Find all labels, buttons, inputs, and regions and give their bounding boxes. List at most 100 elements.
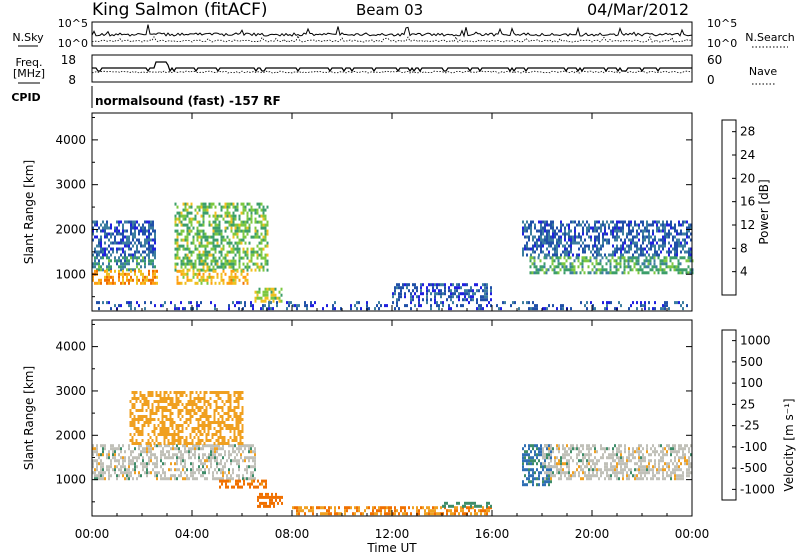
data-cell [653,271,656,275]
data-cell [204,250,207,254]
data-cell [398,298,400,302]
data-cell [322,506,324,510]
data-cell [664,226,666,230]
data-cell [410,512,412,516]
data-cell [149,409,152,412]
data-cell [652,244,654,248]
data-cell [122,241,124,245]
data-cell [167,433,170,436]
data-cell [234,272,237,276]
data-cell [556,471,558,475]
data-cell [689,268,692,272]
data-cell [662,477,664,481]
data-cell [179,394,182,397]
data-cell [144,232,146,236]
data-cell [610,468,612,472]
data-cell [528,468,530,472]
data-cell [552,471,554,475]
data-cell [199,424,202,427]
data-cell [152,275,154,279]
data-cell [106,220,108,224]
data-cell [241,424,244,427]
data-cell [256,296,259,300]
data-cell [637,259,640,263]
data-cell [658,220,660,224]
data-cell [388,512,390,516]
data-cell [328,506,330,510]
data-cell [265,501,267,505]
data-cell [175,433,178,436]
data-cell [264,214,267,218]
data-cell [235,427,238,430]
data-cell [114,465,116,469]
data-cell [175,427,178,430]
data-cell [534,453,536,457]
data-cell [238,238,241,242]
data-cell [190,278,193,282]
data-cell [564,232,566,236]
data-cell [428,283,430,287]
data-cell [104,229,106,233]
data-cell [590,301,592,305]
data-cell [256,244,259,248]
data-cell [541,268,544,272]
data-cell [252,465,254,469]
data-cell [134,307,136,311]
data-cell [266,290,269,294]
data-cell [176,205,179,209]
data-cell [576,456,578,460]
data-cell [146,220,148,224]
data-cell [626,477,628,481]
data-cell [264,223,267,227]
data-cell [227,424,230,427]
data-cell [228,281,231,285]
data-cell [679,268,682,272]
data-cell [144,259,146,263]
data-cell [670,474,672,478]
data-cell [550,465,552,469]
data-cell [120,241,122,245]
data-cell [198,278,201,282]
data-cell [156,459,158,463]
data-cell [254,232,257,236]
data-cell [148,220,150,224]
data-cell [204,205,207,209]
data-cell [538,220,540,224]
data-cell [252,262,255,266]
data-cell [594,444,596,448]
data-cell [230,275,233,279]
data-cell [122,256,124,260]
data-cell [614,468,616,472]
data-cell [186,259,189,263]
data-cell [202,272,205,276]
data-cell [580,235,582,239]
data-cell [192,462,194,466]
data-cell [208,241,211,245]
data-cell [404,304,406,308]
data-cell [564,247,566,251]
data-cell [394,286,396,290]
data-cell [217,418,220,421]
data-cell [620,253,622,257]
data-cell [96,447,98,451]
data-cell [600,226,602,230]
data-cell [143,415,146,418]
data-cell [218,232,221,236]
data-cell [151,406,154,409]
data-cell [670,226,672,230]
data-cell [156,456,158,460]
time-tick-label: 00:00 [75,527,110,541]
data-cell [582,468,584,472]
data-cell [160,450,162,454]
data-cell [235,412,238,415]
data-cell [260,247,263,251]
data-cell [681,256,684,260]
data-cell [610,465,612,469]
data-cell [598,459,600,463]
data-cell [320,512,322,516]
data-cell [133,442,136,445]
data-cell [174,220,177,224]
data-cell [256,250,259,254]
data-cell [251,482,253,486]
data-cell [659,259,662,263]
